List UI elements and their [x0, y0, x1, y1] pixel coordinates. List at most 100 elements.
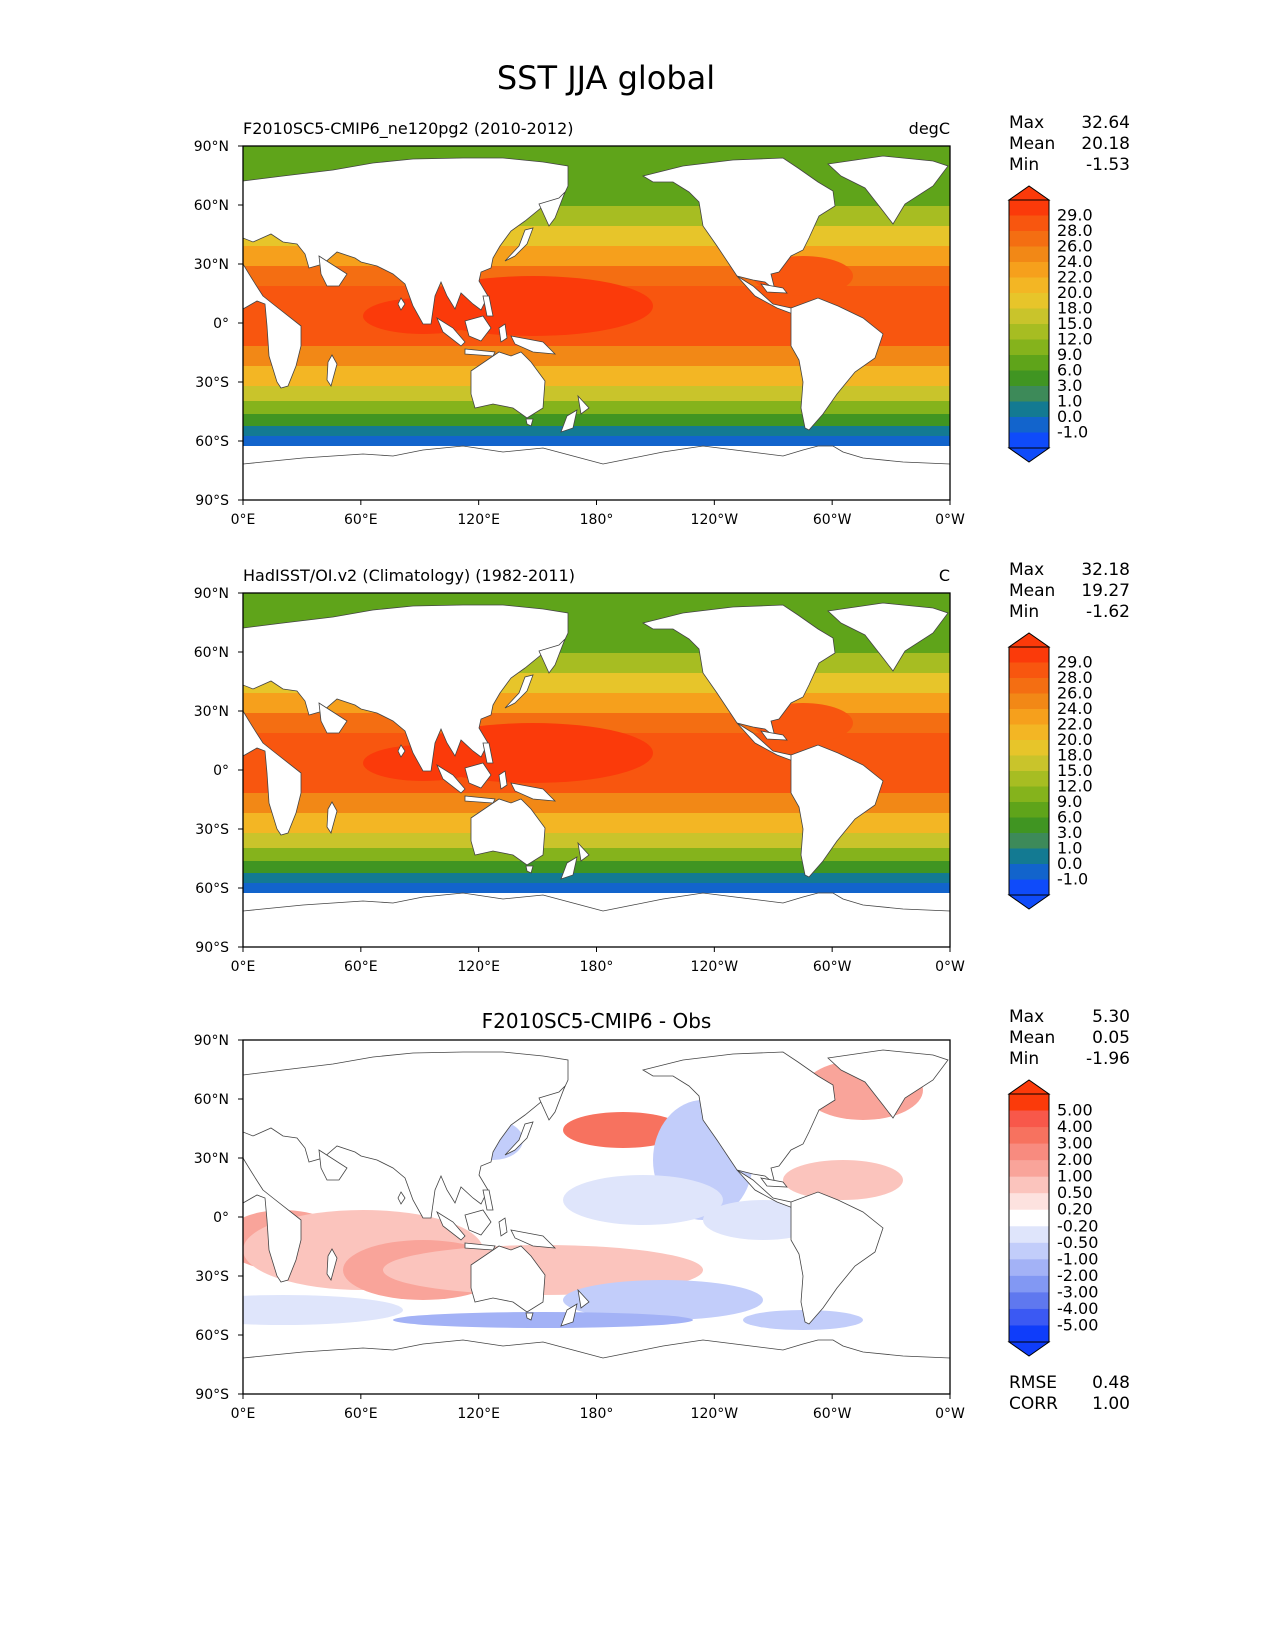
lat-tick-label: 0°: [213, 1210, 229, 1226]
colorbar-cell: [1009, 293, 1049, 309]
lat-tick-label: 90°S: [195, 1387, 229, 1403]
colorbar-tick-label: 6.0: [1057, 361, 1082, 380]
stat-label: Mean: [1009, 1028, 1055, 1048]
colorbar-tick-label: 29.0: [1057, 206, 1093, 225]
colorbar-cell: [1009, 1176, 1049, 1194]
colorbar-cell: [1009, 662, 1049, 679]
colorbar-tick-label: 22.0: [1057, 715, 1093, 734]
footer-stat-label: RMSE: [1009, 1373, 1057, 1393]
stat-label: Max: [1009, 560, 1044, 580]
lon-tick-label: 0°E: [231, 959, 256, 975]
colorbar-cell: [1009, 401, 1049, 418]
colorbar-cell: [1009, 246, 1049, 263]
colorbar-tick-label: 0.0: [1057, 407, 1082, 426]
colorbar-cell: [1009, 277, 1049, 294]
colorbar-tick-label: 18.0: [1057, 299, 1093, 318]
lon-tick-label: 120°E: [457, 959, 500, 975]
colorbar-cell: [1009, 693, 1049, 710]
colorbar-cell: [1009, 817, 1049, 834]
colorbar-tick-label: 28.0: [1057, 668, 1093, 687]
stat-label: Min: [1009, 155, 1039, 175]
lon-tick-label: 60°W: [813, 512, 852, 528]
colorbar-cell: [1009, 1292, 1049, 1310]
colorbar-tick-label: 15.0: [1057, 761, 1093, 780]
colorbar-cell: [1009, 1209, 1049, 1227]
colorbar-cell: [1009, 215, 1049, 232]
colorbar-tick-label: -2.00: [1057, 1266, 1098, 1285]
lon-tick-label: 180°: [580, 959, 614, 975]
colorbar-cell: [1009, 647, 1049, 663]
colorbar-tick-label: 22.0: [1057, 268, 1093, 287]
colorbar-cell: [1009, 1160, 1049, 1178]
lat-tick-label: 60°N: [194, 198, 229, 214]
colorbar-cell: [1009, 1242, 1049, 1260]
lat-tick-label: 30°N: [194, 1151, 229, 1167]
colorbar-cell: [1009, 1127, 1049, 1145]
lat-tick-label: 90°N: [194, 139, 229, 155]
colorbar-tick-label: 4.00: [1057, 1117, 1093, 1136]
colorbar-cell: [1009, 370, 1049, 387]
lon-tick-label: 60°W: [813, 959, 852, 975]
lon-tick-label: 180°: [580, 512, 614, 528]
colorbar-tick-label: 28.0: [1057, 221, 1093, 240]
panel-obs: 90°N 60°N 30°N 0° 30°S 60°S 90°S0°E 60°E 120°E 18…: [194, 560, 1130, 975]
colorbar-cell: [1009, 355, 1049, 371]
colorbar-extend-top: [1007, 1079, 1051, 1095]
lon-tick-label: 60°E: [344, 959, 378, 975]
panel-left-title: HadISST/OI.v2 (Climatology) (1982-2011): [243, 566, 575, 585]
colorbar-tick-label: 5.00: [1057, 1101, 1093, 1120]
lon-tick-label: 60°W: [813, 1406, 852, 1422]
panel-right-title: degC: [909, 119, 950, 138]
colorbar-cell: [1009, 1094, 1049, 1112]
lat-tick-label: 0°: [213, 763, 229, 779]
colorbar-tick-label: -1.0: [1057, 870, 1088, 889]
colorbar-cell: [1009, 1193, 1049, 1211]
colorbar-tick-label: 12.0: [1057, 777, 1093, 796]
colorbar-cell: [1009, 724, 1049, 741]
colorbar-cell: [1009, 200, 1049, 216]
lat-tick-label: 90°S: [195, 493, 229, 509]
colorbar-cell: [1009, 1308, 1049, 1326]
lon-tick-label: 120°E: [457, 512, 500, 528]
lat-tick-label: 30°N: [194, 257, 229, 273]
colorbar-tick-label: 24.0: [1057, 252, 1093, 271]
colorbar-tick-label: -5.00: [1057, 1315, 1098, 1334]
colorbar-cell: [1009, 1325, 1049, 1343]
colorbar-tick-label: 3.0: [1057, 823, 1082, 842]
panel-right-title: C: [939, 566, 950, 585]
lon-tick-label: 120°W: [691, 512, 739, 528]
colorbar-cell: [1009, 709, 1049, 725]
lat-tick-label: 30°S: [195, 822, 229, 838]
panel-left-title: F2010SC5-CMIP6_ne120pg2 (2010-2012): [243, 119, 574, 139]
lon-tick-label: 0°W: [935, 512, 965, 528]
lon-tick-label: 120°W: [691, 1406, 739, 1422]
colorbar-cell: [1009, 833, 1049, 849]
colorbar: 29.028.026.024.022.020.018.015.012.09.06…: [1007, 185, 1093, 463]
colorbar-tick-label: 24.0: [1057, 699, 1093, 718]
stat-value: 19.27: [1081, 581, 1130, 601]
colorbar-tick-label: 6.0: [1057, 808, 1082, 827]
colorbar-cell: [1009, 1226, 1049, 1244]
stat-label: Max: [1009, 1007, 1044, 1027]
colorbar-extend-top: [1007, 632, 1051, 648]
colorbar-cell: [1009, 339, 1049, 356]
colorbar: 5.004.003.002.001.000.500.20-0.20-0.50-1…: [1007, 1079, 1098, 1357]
colorbar-cell: [1009, 864, 1049, 880]
colorbar-extend-bottom: [1007, 447, 1051, 463]
stat-value: 20.18: [1081, 134, 1130, 154]
colorbar-tick-label: 26.0: [1057, 684, 1093, 703]
colorbar-tick-label: 20.0: [1057, 283, 1093, 302]
lat-tick-label: 60°N: [194, 645, 229, 661]
lon-tick-label: 0°E: [231, 512, 256, 528]
colorbar-cell: [1009, 231, 1049, 247]
lat-tick-label: 0°: [213, 316, 229, 332]
lat-tick-label: 60°S: [195, 1328, 229, 1344]
stat-value: -1.53: [1086, 155, 1130, 175]
colorbar-tick-label: 12.0: [1057, 330, 1093, 349]
colorbar-tick-label: 20.0: [1057, 730, 1093, 749]
colorbar-tick-label: 3.0: [1057, 376, 1082, 395]
colorbar-cell: [1009, 848, 1049, 865]
panel-center-title: F2010SC5-CMIP6 - Obs: [482, 1009, 712, 1033]
colorbar-cell: [1009, 417, 1049, 433]
